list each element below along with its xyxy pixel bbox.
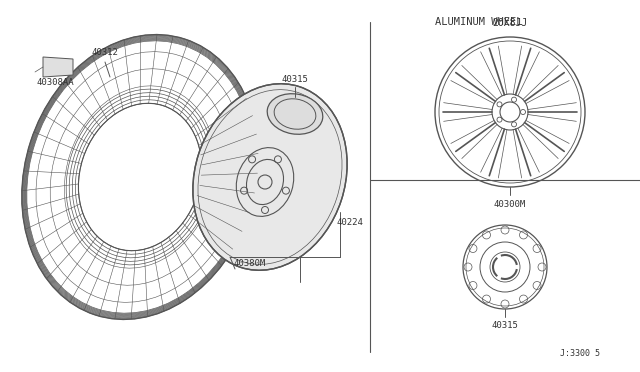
Polygon shape xyxy=(43,57,73,77)
Text: 40312: 40312 xyxy=(92,48,118,57)
Text: 40380M: 40380M xyxy=(234,260,266,269)
Text: 40315: 40315 xyxy=(282,74,308,83)
Ellipse shape xyxy=(268,94,323,134)
Text: 40300M: 40300M xyxy=(494,199,526,208)
Text: 20X8JJ: 20X8JJ xyxy=(492,18,527,28)
Ellipse shape xyxy=(193,84,347,270)
Text: J:3300 5: J:3300 5 xyxy=(560,350,600,359)
Text: 40315: 40315 xyxy=(492,321,518,330)
Text: 40308AA: 40308AA xyxy=(36,77,74,87)
Text: ALUMINUM WHEEL: ALUMINUM WHEEL xyxy=(435,17,522,27)
Text: 40224: 40224 xyxy=(337,218,364,227)
